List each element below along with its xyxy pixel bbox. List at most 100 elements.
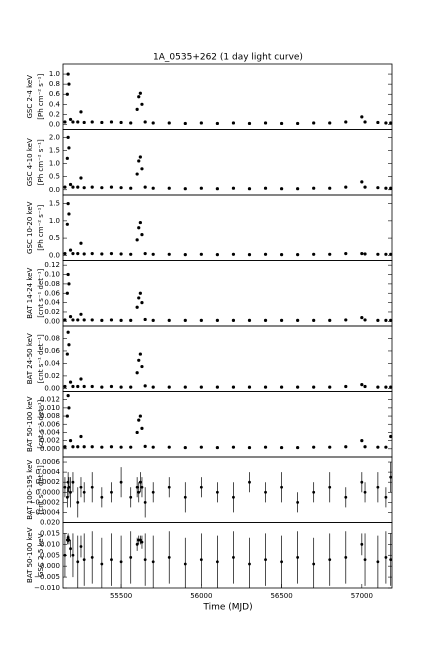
y-axis-title: [cnt s⁻¹ det⁻¹] xyxy=(37,465,45,514)
data-point xyxy=(279,318,284,322)
data-point xyxy=(360,180,364,184)
data-point xyxy=(263,252,268,256)
data-point xyxy=(231,121,236,125)
data-point xyxy=(90,318,94,322)
data-point xyxy=(65,156,69,160)
data-point xyxy=(68,117,73,122)
data-point xyxy=(328,385,332,389)
data-point xyxy=(247,187,252,191)
data-point xyxy=(137,159,141,163)
y-tick-label: 0.00 xyxy=(44,317,60,325)
data-point xyxy=(328,318,332,322)
data-point xyxy=(135,485,139,489)
data-point xyxy=(90,120,94,124)
data-point xyxy=(247,385,252,389)
data-point xyxy=(68,380,73,384)
data-point xyxy=(140,301,144,305)
data-point xyxy=(376,186,380,190)
data-point xyxy=(82,490,86,494)
y-axis-title: BAT 50-100 keV xyxy=(26,396,34,452)
y-tick-label: 1.5 xyxy=(49,146,60,154)
y-tick-label: −0.0004 xyxy=(30,508,61,516)
data-point xyxy=(68,248,73,252)
data-point xyxy=(71,553,75,557)
data-point xyxy=(328,485,332,489)
data-point xyxy=(167,186,171,190)
data-point xyxy=(66,272,70,277)
data-point xyxy=(280,560,283,564)
data-point xyxy=(135,305,139,309)
data-point xyxy=(82,384,86,389)
data-point xyxy=(376,560,380,564)
data-point xyxy=(67,343,71,347)
data-point xyxy=(138,538,142,542)
y-tick-label: 0.2 xyxy=(49,110,60,118)
data-point xyxy=(344,120,348,124)
data-point xyxy=(129,445,133,449)
y-axis-title: BAT 14-24 keV xyxy=(26,268,34,319)
panel-frame xyxy=(62,63,393,130)
x-tick-label: 55500 xyxy=(110,592,132,600)
data-point xyxy=(376,445,380,449)
data-point xyxy=(119,480,123,484)
data-point xyxy=(143,252,147,256)
data-point xyxy=(68,182,73,187)
data-point xyxy=(183,121,187,126)
data-point xyxy=(119,318,123,322)
data-point xyxy=(183,385,187,389)
data-point xyxy=(135,238,139,242)
data-point xyxy=(76,384,80,389)
data-point xyxy=(215,445,219,450)
data-point xyxy=(199,385,203,389)
y-tick-label: 0.0002 xyxy=(36,478,61,486)
data-point xyxy=(109,185,114,189)
data-point xyxy=(100,385,104,389)
data-point xyxy=(248,480,251,484)
y-axis-title: [Ph cm⁻² s⁻¹] xyxy=(37,74,45,120)
data-point xyxy=(67,406,71,410)
data-point xyxy=(231,445,236,449)
data-point xyxy=(384,121,388,125)
data-point xyxy=(140,233,144,237)
data-point xyxy=(279,385,284,389)
data-point xyxy=(135,542,139,546)
data-point xyxy=(100,495,104,499)
data-point xyxy=(376,385,380,389)
y-tick-label: 0.015 xyxy=(40,529,60,537)
data-point xyxy=(328,121,332,125)
data-point xyxy=(90,252,94,256)
data-point xyxy=(279,253,284,257)
y-axis-title: BAT 50-100 keV xyxy=(26,527,34,583)
data-point xyxy=(363,490,367,494)
data-point xyxy=(82,186,86,190)
data-point xyxy=(247,445,252,450)
data-point xyxy=(100,562,104,566)
data-point xyxy=(76,500,80,504)
data-point xyxy=(82,120,86,125)
data-point xyxy=(71,185,75,189)
data-point xyxy=(119,252,123,256)
data-point xyxy=(90,445,94,449)
data-point xyxy=(137,490,141,494)
data-point xyxy=(143,317,147,322)
data-point xyxy=(231,186,236,190)
y-tick-label: 0.012 xyxy=(40,396,60,404)
data-point xyxy=(109,252,114,256)
data-point xyxy=(151,186,155,190)
y-tick-label: 0.4 xyxy=(49,100,61,108)
data-point xyxy=(231,318,236,322)
data-point xyxy=(129,252,133,256)
data-point xyxy=(247,318,252,322)
data-point xyxy=(66,202,70,206)
data-point xyxy=(63,445,67,449)
data-point xyxy=(79,241,83,245)
y-axis-title: [Ph cm⁻² s⁻¹] xyxy=(37,205,45,251)
data-point xyxy=(82,445,86,449)
data-point xyxy=(296,187,300,191)
data-point xyxy=(79,312,83,316)
y-axis-title: BAT 24-50 keV xyxy=(26,333,34,384)
data-point xyxy=(138,291,142,295)
data-point xyxy=(360,480,364,484)
data-point xyxy=(138,155,142,159)
data-point xyxy=(167,121,171,125)
